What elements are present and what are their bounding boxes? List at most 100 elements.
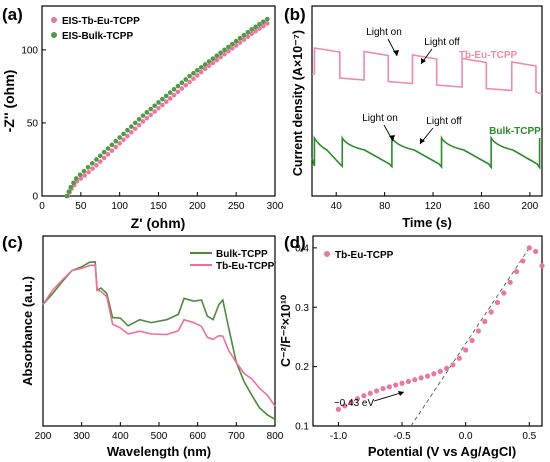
data-point <box>152 109 157 114</box>
arrowhead-light-off-bottom <box>420 138 425 144</box>
data-point <box>533 248 539 255</box>
data-point <box>101 149 107 155</box>
tick-label: 200 <box>189 201 206 212</box>
tick-label: 0.0 <box>459 431 473 442</box>
data-point <box>105 146 111 151</box>
data-point <box>86 169 91 175</box>
data-point <box>187 79 192 85</box>
data-point <box>113 138 119 144</box>
data-point <box>175 89 181 95</box>
data-point <box>431 371 437 377</box>
panel-b-xlabel: Time (s) <box>402 215 452 230</box>
data-point <box>241 32 247 38</box>
data-point <box>68 184 74 190</box>
panel-c-xticks: 200 300 400 500 600 700 800 <box>35 422 284 442</box>
data-point <box>113 144 119 150</box>
data-point <box>218 54 223 60</box>
data-point <box>148 106 154 112</box>
data-point <box>121 137 126 143</box>
tick-label: 160 <box>473 201 490 212</box>
data-point <box>218 50 223 56</box>
tick-label: 50 <box>27 118 39 129</box>
tick-label: 200 <box>35 431 52 442</box>
data-point <box>443 365 450 372</box>
data-point <box>117 135 122 140</box>
data-point <box>374 388 380 394</box>
fit-line <box>410 247 530 427</box>
panel-b-xticks: 40 80 120 160 200 <box>331 192 539 212</box>
legend-label-tb-eu-tcpp: Tb-Eu-TCPP <box>216 261 275 272</box>
data-point <box>257 21 262 27</box>
data-point <box>424 373 431 379</box>
tick-label: 0.2 <box>295 362 309 373</box>
data-point <box>97 159 103 164</box>
data-point <box>187 73 192 79</box>
data-point <box>222 47 227 53</box>
panel-d-yticks: 0.1 0.2 0.3 0.4 <box>295 243 317 433</box>
data-point <box>183 82 188 88</box>
tick-label: -1.0 <box>330 431 348 442</box>
panel-d: (d) -1.0 -0.5 0.0 0.5 0.1 0.2 0.3 0.4 Tb-Eu-TC… <box>279 233 545 459</box>
series-line-bulk-tcpp <box>311 135 541 171</box>
legend-marker-eis-bulk-tcpp <box>51 32 57 38</box>
data-point <box>198 69 204 75</box>
data-point <box>418 375 424 381</box>
data-point <box>121 131 126 137</box>
panel-d-xlabel: Potential (V vs Ag/AgCl) <box>368 444 516 459</box>
data-point <box>148 112 154 118</box>
data-point <box>179 80 185 86</box>
data-point <box>229 41 235 47</box>
data-point <box>156 106 161 111</box>
data-point <box>380 385 386 392</box>
data-point <box>125 127 130 133</box>
arrowhead-flatband <box>398 391 404 396</box>
data-point <box>233 38 239 44</box>
data-point <box>361 393 367 399</box>
data-point <box>195 68 200 73</box>
legend-label-eis-bulk-tcpp: EIS-Bulk-TCPP <box>62 31 133 42</box>
data-point <box>202 62 208 67</box>
data-point <box>132 120 138 126</box>
data-point <box>167 96 173 101</box>
panel-a: (a) 0 50 100 150 200 250 300 0 50 100 EIS-Tb-Eu-… <box>1 5 284 231</box>
data-point <box>109 148 115 153</box>
data-point <box>136 122 142 128</box>
data-point <box>210 60 216 66</box>
data-point <box>97 153 103 159</box>
tick-label: 700 <box>228 431 245 442</box>
tick-label: -0.5 <box>393 431 411 442</box>
panel-b-frame <box>311 5 543 197</box>
data-point <box>210 56 216 61</box>
data-point <box>412 377 418 383</box>
data-point <box>179 86 185 91</box>
annotation-light-off-top: Light off <box>424 37 460 48</box>
panel-c: (c) 200 300 400 500 600 700 800 Bulk-TCPP Tb-E… <box>2 233 284 459</box>
data-point <box>160 102 165 108</box>
data-point <box>249 27 254 32</box>
data-point <box>195 73 200 78</box>
series-label-tb-eu-tcpp: Tb-Eu-TCPP <box>459 50 518 61</box>
data-point <box>245 34 251 39</box>
data-point <box>507 279 513 285</box>
data-point <box>132 126 138 132</box>
data-point <box>191 70 196 76</box>
panel-b: (b) 40 80 120 160 200 Tb-Eu-TCPP Bulk-TCPP L… <box>284 5 543 230</box>
data-point <box>450 362 456 368</box>
data-point <box>202 66 208 72</box>
data-point <box>526 245 532 251</box>
data-point <box>261 19 266 25</box>
data-point <box>513 269 520 275</box>
data-point <box>90 166 95 172</box>
data-point <box>167 90 173 95</box>
data-point <box>405 378 412 385</box>
data-point <box>393 382 399 388</box>
data-point <box>226 49 231 54</box>
tick-label: 0.4 <box>295 243 309 254</box>
data-point <box>163 93 169 99</box>
data-point <box>237 35 243 41</box>
data-point <box>539 263 545 269</box>
legend-label-eis-tb-eu-tcpp: EIS-Tb-Eu-TCPP <box>62 16 140 27</box>
data-point <box>160 96 165 102</box>
data-point <box>73 176 79 181</box>
